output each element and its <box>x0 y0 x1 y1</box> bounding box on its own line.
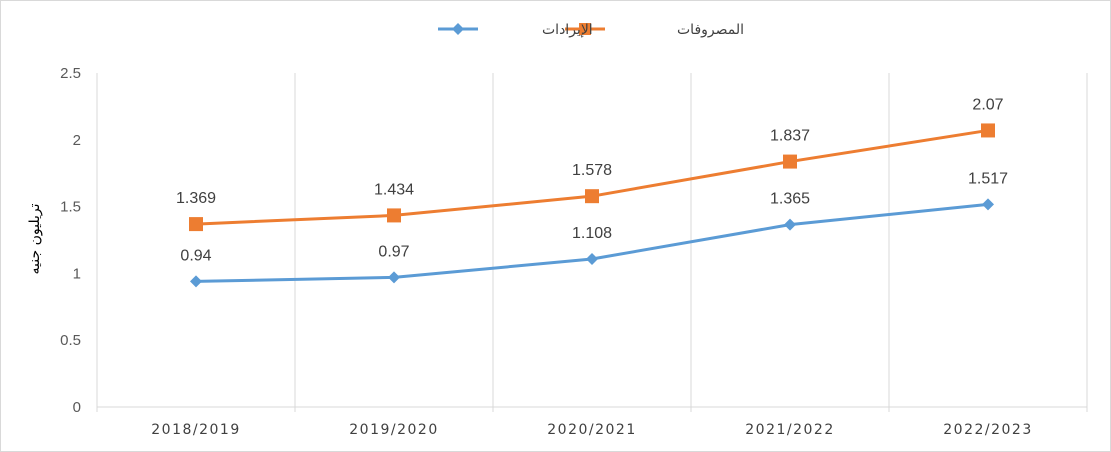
diamond-marker <box>190 275 202 288</box>
legend-label-expenditures: المصروفات <box>677 22 744 38</box>
x-tick-label: 2018/2019 <box>151 422 240 438</box>
legend-item-expenditures: المصروفات <box>565 22 744 38</box>
data-label-expenditures: 2.07 <box>972 96 1003 113</box>
data-label-revenues: 0.94 <box>180 247 211 264</box>
x-tick-label: 2020/2021 <box>547 422 636 438</box>
diamond-marker <box>982 198 994 211</box>
data-label-expenditures: 1.369 <box>176 190 216 207</box>
data-label-revenues: 1.517 <box>968 170 1008 187</box>
y-tick-label: 0 <box>73 399 81 416</box>
legend: المصروفات الإيرادات <box>438 22 744 38</box>
legend-square-marker <box>579 23 591 35</box>
diamond-marker <box>388 271 400 284</box>
legend-diamond-marker <box>452 23 464 35</box>
series-layer <box>189 123 995 288</box>
y-axis-title: تريليون جنيه <box>27 203 43 274</box>
diamond-marker <box>784 218 796 231</box>
legend-label-revenues: الإيرادات <box>542 22 593 38</box>
square-marker <box>189 217 203 232</box>
y-tick-label: 2 <box>73 132 81 149</box>
axis-layer: 0 0.5 1 1.5 2 2.5 2018/2019 2019/2020 2020/2021 2… <box>60 65 1088 438</box>
square-marker <box>585 189 599 204</box>
data-label-layer: 0.94 0.97 1.108 1.365 1.517 1.369 1.434 1.578 1.… <box>176 96 1008 264</box>
diamond-marker <box>586 252 598 265</box>
square-marker <box>387 208 401 223</box>
y-tick-label: 2.5 <box>60 65 81 82</box>
series-line-revenues <box>194 202 990 283</box>
legend-item-revenues: الإيرادات <box>438 22 593 38</box>
data-label-expenditures: 1.434 <box>374 181 414 198</box>
y-tick-label: 0.5 <box>60 332 81 349</box>
data-label-revenues: 0.97 <box>378 243 409 260</box>
x-tick-label: 2021/2022 <box>745 422 834 438</box>
square-marker <box>981 123 995 138</box>
y-tick-label: 1 <box>73 265 81 282</box>
data-label-revenues: 1.365 <box>770 191 810 208</box>
data-label-expenditures: 1.578 <box>572 162 612 179</box>
y-tick-label: 1.5 <box>60 199 81 216</box>
data-label-expenditures: 1.837 <box>770 128 810 145</box>
x-tick-label: 2019/2020 <box>349 422 438 438</box>
grid-layer <box>96 73 1088 407</box>
data-label-revenues: 1.108 <box>572 225 612 242</box>
square-marker <box>783 154 797 169</box>
x-tick-label: 2022/2023 <box>943 422 1032 438</box>
